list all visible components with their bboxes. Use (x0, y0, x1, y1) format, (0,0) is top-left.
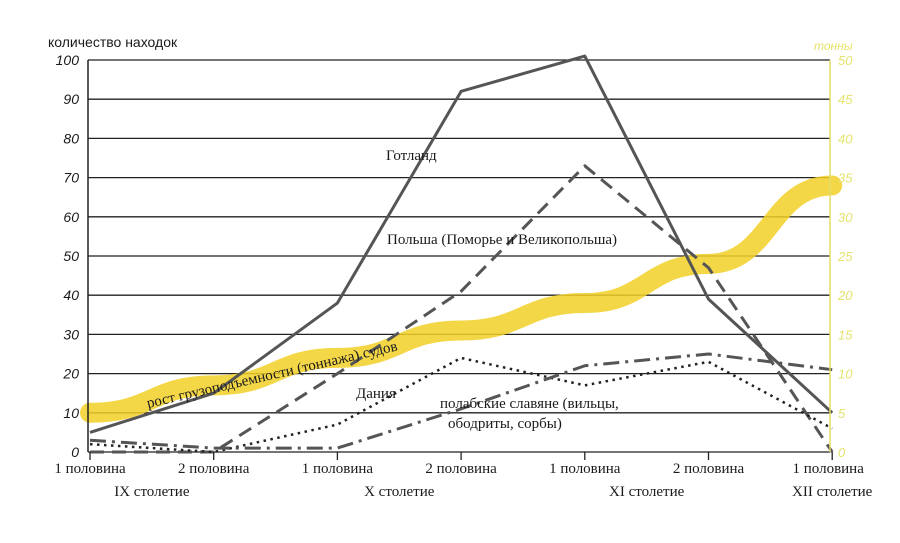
y-tick-label: 40 (63, 287, 79, 303)
x-tick-label: 1 половина (302, 461, 374, 477)
label-polabian-line1: полабские славяне (вильцы, (440, 396, 619, 412)
y2-tick-label: 40 (838, 131, 853, 146)
y-tick-label: 50 (63, 248, 79, 264)
x-tick-label: 2 половина (425, 461, 497, 477)
y-tick-label: 0 (71, 444, 79, 460)
series-polabian (89, 352, 833, 450)
y-tick-labels-right: 0 5 10 15 20 25 30 35 40 45 50 (837, 53, 853, 460)
century-label: IX столетие (114, 484, 190, 500)
x-tick-label: 1 половина (793, 461, 865, 477)
y2-tick-label: 45 (838, 92, 853, 107)
tonnage-band (80, 175, 843, 423)
y-tick-label: 70 (63, 170, 79, 186)
y-tick-label: 90 (63, 91, 79, 107)
y-tick-labels-left: 0 10 20 30 40 50 60 70 80 90 100 (56, 52, 80, 460)
label-polabian-line2: ободриты, сорбы) (448, 416, 562, 432)
y-tick-label: 100 (56, 52, 80, 68)
y2-tick-label: 15 (838, 327, 853, 342)
x-tick-label: 1 половина (549, 461, 621, 477)
label-gotland: Готланд (386, 148, 437, 164)
y-axis-title: количество находок (48, 34, 178, 50)
grid (88, 59, 830, 453)
axis-layer (87, 60, 833, 460)
y2-tick-label: 5 (838, 406, 846, 421)
series-gotland (89, 54, 834, 434)
century-label: XII столетие (792, 484, 873, 500)
label-poland: Польша (Поморье и Великопольша) (387, 232, 617, 248)
century-label: X столетие (364, 484, 435, 500)
tonnage-band-layer (80, 175, 843, 423)
label-polabian: полабские славяне (вильцы, ободриты, сор… (440, 396, 623, 432)
y2-axis-title: тонны (814, 39, 853, 53)
y-tick-label: 80 (63, 130, 79, 146)
x-category-labels: 1 половина 2 половина 1 половина 2 половина… (54, 461, 864, 477)
x-tick-label: 2 половина (178, 461, 250, 477)
century-label: XI столетие (609, 484, 685, 500)
y-tick-label: 10 (63, 405, 79, 421)
y-tick-label: 20 (62, 366, 79, 382)
x-tick-label: 2 половина (673, 461, 745, 477)
y2-tick-label: 20 (837, 288, 853, 303)
x-tick-label: 1 половина (54, 461, 126, 477)
label-denmark: Дания (356, 386, 396, 402)
century-labels: IX столетие X столетие XI столетие XII стол… (114, 484, 872, 500)
y2-tick-label: 30 (838, 210, 853, 225)
y2-tick-label: 35 (838, 171, 853, 186)
y-tick-label: 60 (63, 209, 79, 225)
y2-tick-label: 0 (838, 445, 846, 460)
y-tick-label: 30 (63, 326, 79, 342)
y2-tick-label: 25 (837, 249, 853, 264)
y2-tick-label: 10 (838, 367, 853, 382)
y2-tick-label: 50 (838, 53, 853, 68)
